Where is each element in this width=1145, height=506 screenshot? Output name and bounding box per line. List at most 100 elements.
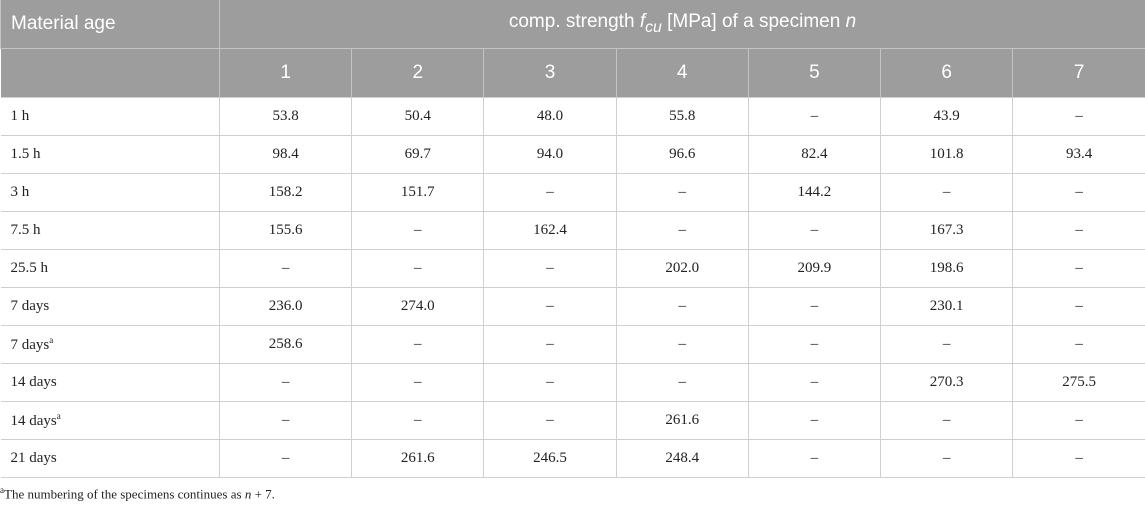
row-label-text: 25.5 h xyxy=(10,260,49,276)
cell: – xyxy=(218,363,353,402)
cell: – xyxy=(747,211,882,250)
cell: – xyxy=(218,439,353,478)
cell: 94.0 xyxy=(483,135,617,174)
data-table: Material age comp. strength fcu [MPa] of… xyxy=(0,0,1145,478)
cell: 93.4 xyxy=(1012,135,1145,174)
cell: – xyxy=(483,173,617,212)
cell: 96.6 xyxy=(615,135,749,174)
column-header: 4 xyxy=(615,48,749,98)
cell: 258.6 xyxy=(218,325,353,364)
cell: – xyxy=(615,363,749,402)
row-label: 25.5 h xyxy=(0,249,220,288)
table-row: 1 h 53.8 50.4 48.0 55.8–43.9– xyxy=(0,97,1145,136)
table-row: 25.5 h – – –202.0 209.9 198.6– xyxy=(0,249,1145,288)
title-part: cu xyxy=(645,18,662,36)
cell: 101.8 xyxy=(880,135,1014,174)
cell: – xyxy=(483,249,617,288)
cell: 236.0 xyxy=(218,287,353,326)
column-header: 7 xyxy=(1012,48,1145,98)
cell: 198.6 xyxy=(880,249,1014,288)
table-body: 1 h 53.8 50.4 48.0 55.8–43.9–1.5 h 98.4 69.7 94… xyxy=(0,97,1145,478)
cell: 43.9 xyxy=(880,97,1014,136)
cell: 69.7 xyxy=(351,135,485,174)
cell: – xyxy=(747,325,882,364)
row-label-text: 1.5 h xyxy=(10,146,41,162)
row-label: 3 h xyxy=(0,173,220,212)
cell: – xyxy=(747,97,882,136)
row-label-text: 7 days xyxy=(10,298,50,314)
row-label-text: 14 days xyxy=(10,413,57,429)
row-label: 21 days xyxy=(0,439,220,478)
row-label-text: 21 days xyxy=(10,450,57,466)
cell: – xyxy=(880,401,1014,440)
table-row: 7.5 h 155.6–162.4– –167.3– xyxy=(0,211,1145,250)
row-label-text: 1 h xyxy=(10,108,30,124)
cell: – xyxy=(1012,401,1145,440)
row-label: 14 daysa xyxy=(0,401,220,440)
cell: – xyxy=(351,249,485,288)
table-row: 7 days 236.0 274.0– – –230.1– xyxy=(0,287,1145,326)
cell: – xyxy=(483,401,617,440)
cell: – xyxy=(1012,287,1145,326)
row-label-text: 3 h xyxy=(10,184,30,200)
footnote: aThe numbering of the specimens continue… xyxy=(0,478,1145,502)
cell: 53.8 xyxy=(218,97,353,136)
row-label: 1 h xyxy=(0,97,220,136)
table-header: Material age comp. strength fcu [MPa] of… xyxy=(0,0,1145,98)
group-header: comp. strength fcu [MPa] of a specimen n xyxy=(219,0,1145,49)
cell: – xyxy=(747,363,882,402)
row-label-header: Material age xyxy=(0,0,220,49)
cell: 162.4 xyxy=(483,211,617,250)
column-header: 3 xyxy=(483,48,617,98)
cell: 246.5 xyxy=(483,439,617,478)
cell: – xyxy=(351,325,485,364)
footnote-text: n xyxy=(244,486,252,502)
cell: – xyxy=(483,325,617,364)
footnote-text: + 7. xyxy=(251,486,275,502)
cell: 261.6 xyxy=(351,439,485,478)
cell: 167.3 xyxy=(880,211,1014,250)
cell: – xyxy=(351,363,485,402)
cell: 151.7 xyxy=(351,173,485,212)
cell: 55.8 xyxy=(615,97,749,136)
row-label: 1.5 h xyxy=(0,135,220,174)
column-header: 6 xyxy=(880,48,1013,98)
cell: 155.6 xyxy=(218,211,353,250)
cell: 50.4 xyxy=(351,97,485,136)
column-header: 2 xyxy=(351,48,484,98)
cell: 144.2 xyxy=(747,173,882,212)
row-label: 7.5 h xyxy=(0,211,220,250)
cell: – xyxy=(1012,97,1145,136)
cell: – xyxy=(351,401,485,440)
cell: – xyxy=(747,287,882,326)
column-header: 1 xyxy=(218,48,352,98)
cell: – xyxy=(880,325,1014,364)
table-row: 21 days –261.6 246.5 248.4– – – xyxy=(0,439,1145,478)
table-row: 14 days – – – – –270.3 275.5 xyxy=(0,363,1145,402)
cell: – xyxy=(747,401,882,440)
table-row: 1.5 h 98.4 69.7 94.0 96.6 82.4 101.8 93.4 xyxy=(0,135,1145,174)
row-label: 7 daysa xyxy=(0,325,220,364)
title-part: n xyxy=(845,11,857,33)
cell: – xyxy=(218,401,353,440)
cell: – xyxy=(1012,249,1145,288)
cell: – xyxy=(747,439,882,478)
table-row: 3 h 158.2 151.7– –144.2– – xyxy=(0,173,1145,212)
footnote-mark: a xyxy=(56,411,61,421)
cell: – xyxy=(880,439,1014,478)
title-part: f xyxy=(639,11,646,33)
cell: 98.4 xyxy=(218,135,353,174)
cell: 270.3 xyxy=(880,363,1014,402)
footnote-text: The numbering of the specimens continues… xyxy=(4,486,245,502)
cell: – xyxy=(483,363,617,402)
row-label: 7 days xyxy=(0,287,220,326)
cell: 209.9 xyxy=(747,249,882,288)
cell: – xyxy=(615,325,749,364)
row-label-text: 7 days xyxy=(10,337,50,353)
cell: 261.6 xyxy=(615,401,749,440)
table-row: 14 daysa – – –261.6– – – xyxy=(0,401,1145,440)
row-label-text: 7.5 h xyxy=(10,222,41,238)
cell: – xyxy=(1012,325,1145,364)
cell: 158.2 xyxy=(218,173,353,212)
row-label-text: 14 days xyxy=(10,374,57,390)
